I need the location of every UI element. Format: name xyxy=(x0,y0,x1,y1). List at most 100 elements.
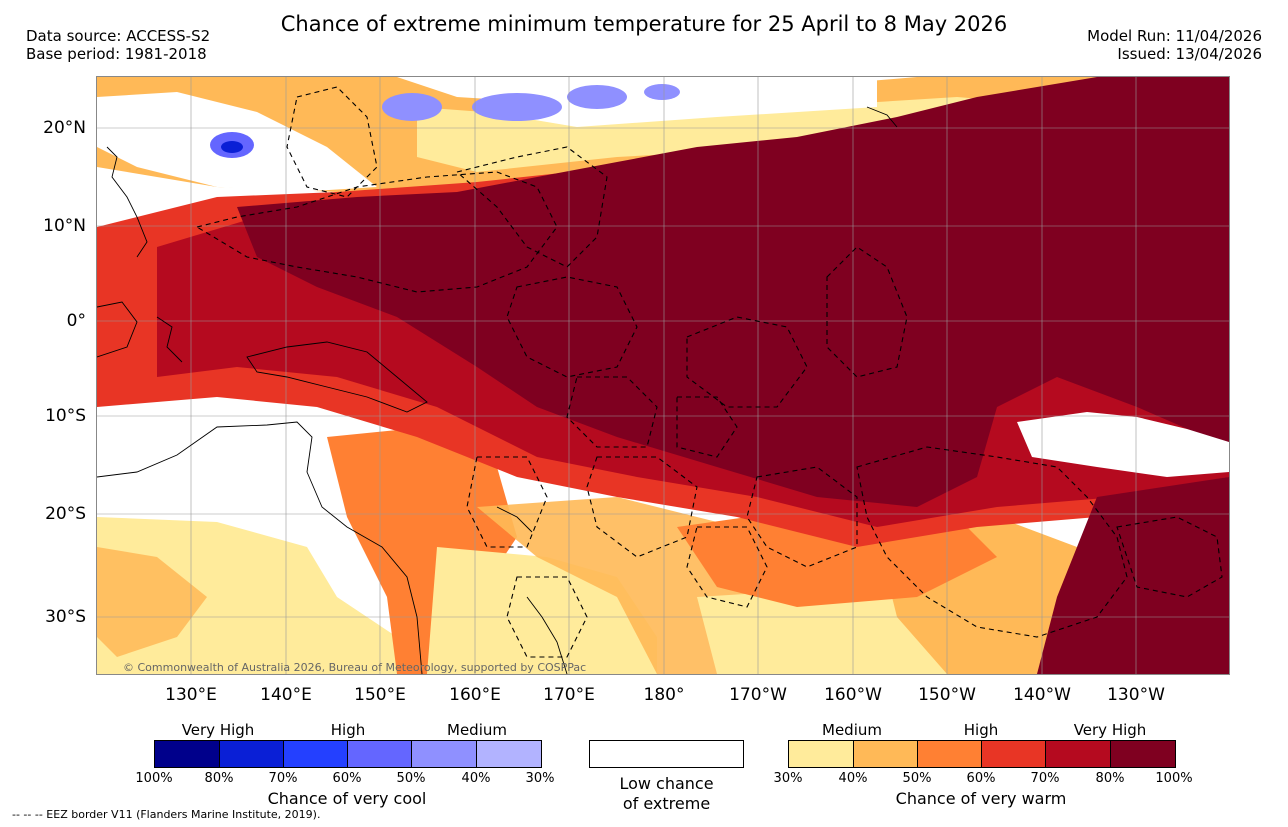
neutral-swatch xyxy=(589,740,744,768)
warm-pct-70: 70% xyxy=(1030,771,1060,786)
cool-pct-70: 70% xyxy=(268,771,298,786)
cool-pct-50: 50% xyxy=(396,771,426,786)
cool-pct-30: 30% xyxy=(525,771,555,786)
region-medium-southwest xyxy=(97,517,427,674)
cool-swatch-80-70 xyxy=(220,741,284,767)
lon-tick-130e: 130°E xyxy=(165,685,217,705)
warm-colorbar xyxy=(788,740,1176,768)
eez-kiribati-line xyxy=(826,246,908,378)
lon-tick-170w: 170°W xyxy=(729,685,787,705)
eez-cook-islands xyxy=(746,466,858,568)
lat-tick-20s: 20°S xyxy=(45,504,86,524)
eez-fiji xyxy=(586,456,698,558)
warm-pct-30: 30% xyxy=(773,771,803,786)
lat-tick-10n: 10°N xyxy=(43,216,86,236)
eez-tokelau xyxy=(676,396,738,458)
cool-patch-west-core xyxy=(221,141,243,153)
eez-vanuatu xyxy=(466,456,548,548)
cool-patch-north-1 xyxy=(382,93,442,121)
warm-swatch-80-100 xyxy=(1111,741,1175,767)
coast-new-guinea xyxy=(246,341,428,413)
cool-swatch-60-50 xyxy=(348,741,412,767)
region-white-east xyxy=(1017,412,1229,477)
lon-tick-160e: 160°E xyxy=(449,685,501,705)
cool-level-high: High xyxy=(330,721,366,739)
cool-swatch-100-80 xyxy=(155,741,220,767)
coast-new-caledonia xyxy=(496,506,533,533)
eez-hawaii xyxy=(286,86,378,198)
warm-level-very-high: Very High xyxy=(1073,721,1147,739)
coast-sulawesi xyxy=(156,316,183,363)
lon-tick-170e: 170°E xyxy=(543,685,595,705)
eez-kermadec xyxy=(506,576,588,658)
probability-map: © Commonwealth of Australia 2026, Bureau… xyxy=(97,77,1229,674)
cool-swatch-70-60 xyxy=(284,741,348,767)
issued-date-text: Issued: 13/04/2026 xyxy=(1117,45,1262,63)
warm-pct-100: 100% xyxy=(1155,771,1193,786)
warm-level-high: High xyxy=(963,721,999,739)
lat-tick-10s: 10°S xyxy=(45,406,86,426)
eez-border-note: -- -- -- EEZ border V11 (Flanders Marine… xyxy=(12,808,321,821)
lat-tick-20n: 20°N xyxy=(43,118,86,138)
warm-swatch-30-40 xyxy=(789,741,854,767)
lon-tick-150e: 150°E xyxy=(354,685,406,705)
cool-pct-60: 60% xyxy=(332,771,362,786)
warm-caption: Chance of very warm xyxy=(895,789,1067,808)
data-source-text: Data source: ACCESS-S2 xyxy=(26,27,211,45)
region-extreme-east xyxy=(1037,477,1229,674)
cool-pct-100: 100% xyxy=(135,771,173,786)
lon-tick-130w: 130°W xyxy=(1107,685,1165,705)
lat-tick-30s: 30°S xyxy=(45,607,86,627)
cool-pct-80: 80% xyxy=(204,771,234,786)
cool-colorbar xyxy=(154,740,542,768)
neutral-caption: Low chance of extreme xyxy=(589,774,744,814)
cool-swatch-50-40 xyxy=(412,741,477,767)
lat-tick-0: 0° xyxy=(66,311,86,331)
coast-australia xyxy=(97,421,423,674)
map-grid xyxy=(97,77,1229,674)
cool-patch-north-4 xyxy=(644,84,680,100)
lon-tick-150w: 150°W xyxy=(918,685,976,705)
warm-pct-50: 50% xyxy=(902,771,932,786)
eez-french-polynesia xyxy=(856,446,1128,638)
warm-swatch-50-60 xyxy=(918,741,982,767)
model-run-info: Model Run: 11/04/2026 Issued: 13/04/2026 xyxy=(1087,27,1262,63)
coast-hawaii xyxy=(866,106,898,128)
data-source-info: Data source: ACCESS-S2 Base period: 1981… xyxy=(26,27,210,63)
region-orange-coral-sea xyxy=(327,427,517,674)
cool-patch-north-3 xyxy=(567,85,627,109)
lon-tick-140e: 140°E xyxy=(260,685,312,705)
warm-swatch-60-70 xyxy=(982,741,1046,767)
warm-pct-60: 60% xyxy=(966,771,996,786)
eez-tonga xyxy=(686,526,768,608)
warm-swatch-70-80 xyxy=(1046,741,1111,767)
lon-tick-180: 180° xyxy=(643,685,685,705)
eez-kiribati-west xyxy=(506,276,638,378)
cool-level-medium: Medium xyxy=(447,721,507,739)
cool-pct-40: 40% xyxy=(461,771,491,786)
eez-borders xyxy=(195,86,1223,658)
eez-kiribati-phoenix xyxy=(686,316,808,408)
lon-tick-160w: 160°W xyxy=(824,685,882,705)
coast-philippines xyxy=(106,146,148,258)
eez-micronesia xyxy=(195,171,558,293)
region-extreme-core xyxy=(237,77,1229,507)
base-period-text: Base period: 1981-2018 xyxy=(26,45,207,63)
cool-swatch-40-30 xyxy=(477,741,541,767)
cool-caption: Chance of very cool xyxy=(267,789,427,808)
region-high-southwest xyxy=(97,547,207,657)
warm-level-medium: Medium xyxy=(822,721,882,739)
lon-tick-140w: 140°W xyxy=(1013,685,1071,705)
warm-pct-80: 80% xyxy=(1095,771,1125,786)
neutral-caption-line2: of extreme xyxy=(622,794,711,813)
coastlines xyxy=(97,106,898,674)
map-title: Chance of extreme minimum temperature fo… xyxy=(280,12,1008,36)
warm-pct-40: 40% xyxy=(838,771,868,786)
coast-borneo xyxy=(97,301,138,358)
eez-marshall xyxy=(455,146,608,268)
warm-swatch-40-50 xyxy=(854,741,918,767)
neutral-caption-line1: Low chance xyxy=(619,774,714,793)
cool-patch-north-2 xyxy=(472,93,562,121)
copyright-text: © Commonwealth of Australia 2026, Bureau… xyxy=(123,661,586,674)
model-run-text: Model Run: 11/04/2026 xyxy=(1087,27,1262,45)
